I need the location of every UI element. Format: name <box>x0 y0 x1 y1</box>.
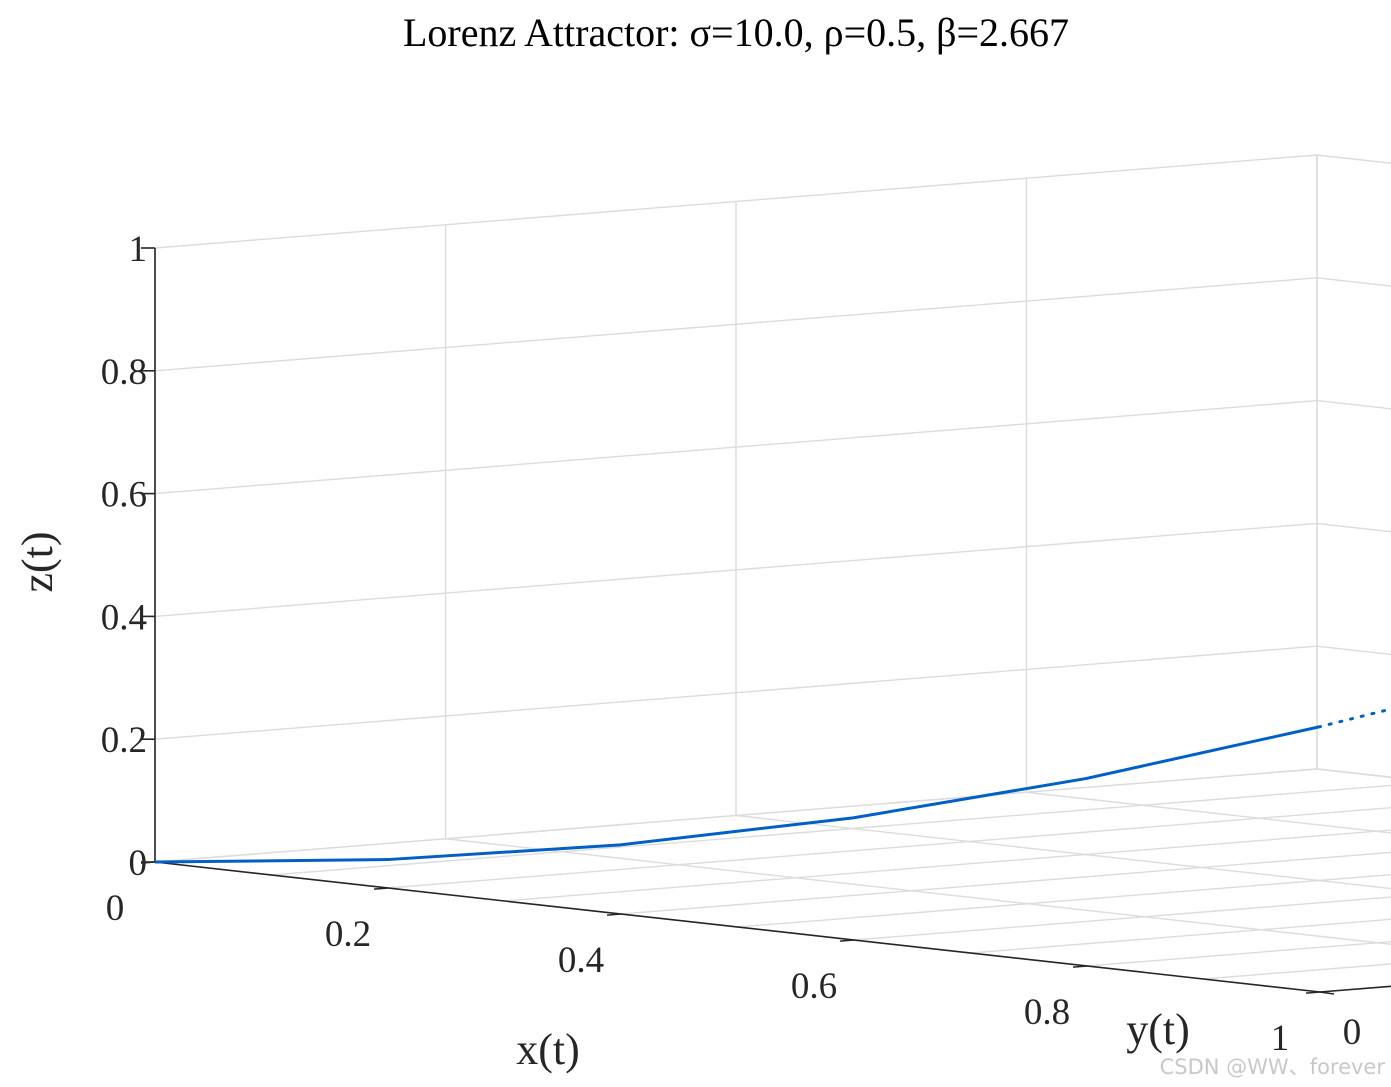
z-tick-label: 0.4 <box>101 597 147 638</box>
axis-layer <box>140 247 1391 995</box>
x-tick-label: 0.6 <box>791 966 837 1007</box>
x-tick-label: 0.4 <box>558 940 604 981</box>
left-wall-grid-line <box>154 277 1318 372</box>
floor-grid-line <box>504 829 1391 902</box>
y-tick-mark <box>1319 991 1335 995</box>
z-tick-label: 0.6 <box>101 475 147 516</box>
floor-grid-line <box>735 814 1391 890</box>
left-wall-grid-line <box>154 154 1318 249</box>
floor-grid-line <box>737 873 1391 928</box>
back-wall-grid-line <box>1316 399 1391 410</box>
x-tick-mark <box>606 913 622 916</box>
x-tick-mark <box>373 887 389 890</box>
y-axis-label: y(t) <box>1126 1005 1190 1054</box>
x-axis-line <box>154 861 1321 993</box>
x-tick-mark <box>1072 965 1088 968</box>
floor-grid-line <box>620 851 1391 915</box>
y-axis-line <box>1319 985 1391 993</box>
y-tick-label: 0 <box>1343 1012 1362 1053</box>
box-back-edge <box>154 768 1318 863</box>
grid-layer <box>154 154 1391 993</box>
x-tick-label: 0 <box>106 888 125 929</box>
z-tick-label: 0.2 <box>101 720 147 761</box>
floor-grid-line <box>853 896 1391 941</box>
back-wall-grid-line <box>1316 645 1391 656</box>
z-tick-label: 0 <box>129 843 148 884</box>
x-tick-mark <box>1305 991 1321 994</box>
x-tick-mark <box>839 939 855 942</box>
x-tick-label: 0.2 <box>325 914 371 955</box>
z-axis-label: z(t) <box>13 531 62 592</box>
left-wall-grid-line <box>154 645 1318 740</box>
x-tick-label: 0.8 <box>1024 992 1070 1033</box>
left-wall-grid-line <box>154 399 1318 495</box>
left-wall-grid-line <box>154 522 1318 618</box>
x-tick-mark <box>140 861 156 864</box>
floor-grid-line <box>271 784 1391 876</box>
x-axis-label: x(t) <box>516 1025 580 1074</box>
back-wall-grid-line <box>1316 277 1391 287</box>
z-tick-label: 1 <box>129 229 148 270</box>
chart-title: Lorenz Attractor: σ=10.0, ρ=0.5, β=2.667 <box>403 10 1069 55</box>
trajectory-solid-line <box>154 725 1319 864</box>
back-wall-grid-line <box>1316 522 1391 533</box>
floor-grid-line <box>1026 791 1391 834</box>
trajectory-dotted-line <box>1317 707 1391 729</box>
x-tick-label: 1 <box>1271 1018 1290 1059</box>
watermark-text: CSDN @WW、forever <box>1159 1055 1385 1079</box>
floor-grid-line <box>970 918 1391 954</box>
back-wall-grid-line <box>1316 154 1391 164</box>
floor-grid-line <box>1086 940 1391 967</box>
series-layer <box>154 707 1391 864</box>
floor-grid-line <box>445 838 1391 945</box>
floor-grid-line <box>1319 985 1391 993</box>
z-tick-label: 0.8 <box>101 352 147 393</box>
